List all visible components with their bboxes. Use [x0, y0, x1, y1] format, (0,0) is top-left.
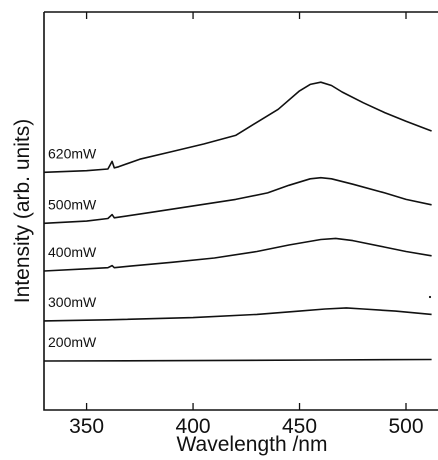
- stray-speck: [428, 295, 432, 299]
- x-tick-label-450: 450: [282, 415, 317, 438]
- series-line-400mW: [43, 237, 432, 272]
- plot-frame: [43, 11, 438, 411]
- series-label-400mW: 400mW: [48, 244, 97, 260]
- x-tick-label-400: 400: [176, 415, 211, 438]
- series-labels: 620mW 500mW 400mW 300mW 200mW: [48, 145, 97, 350]
- x-ticks: [85, 12, 407, 410]
- series-line-300mW: [43, 307, 432, 322]
- series-label-500mW: 500mW: [48, 196, 97, 212]
- series-line-620mW: [43, 81, 432, 174]
- x-tick-label-350: 350: [69, 415, 104, 438]
- y-axis-title: Intensity (arb. units): [11, 119, 34, 303]
- series-label-300mW: 300mW: [48, 294, 97, 310]
- series-lines: [43, 81, 432, 362]
- series-label-200mW: 200mW: [48, 334, 97, 350]
- series-label-620mW: 620mW: [48, 145, 97, 161]
- series-line-200mW: [43, 358, 432, 362]
- x-tick-labels: 350 400 450 500: [69, 415, 423, 438]
- axes: [43, 11, 438, 411]
- x-axis-title: Wavelength /nm: [177, 433, 328, 456]
- x-tick-label-500: 500: [388, 415, 423, 438]
- series-line-500mW: [43, 176, 432, 225]
